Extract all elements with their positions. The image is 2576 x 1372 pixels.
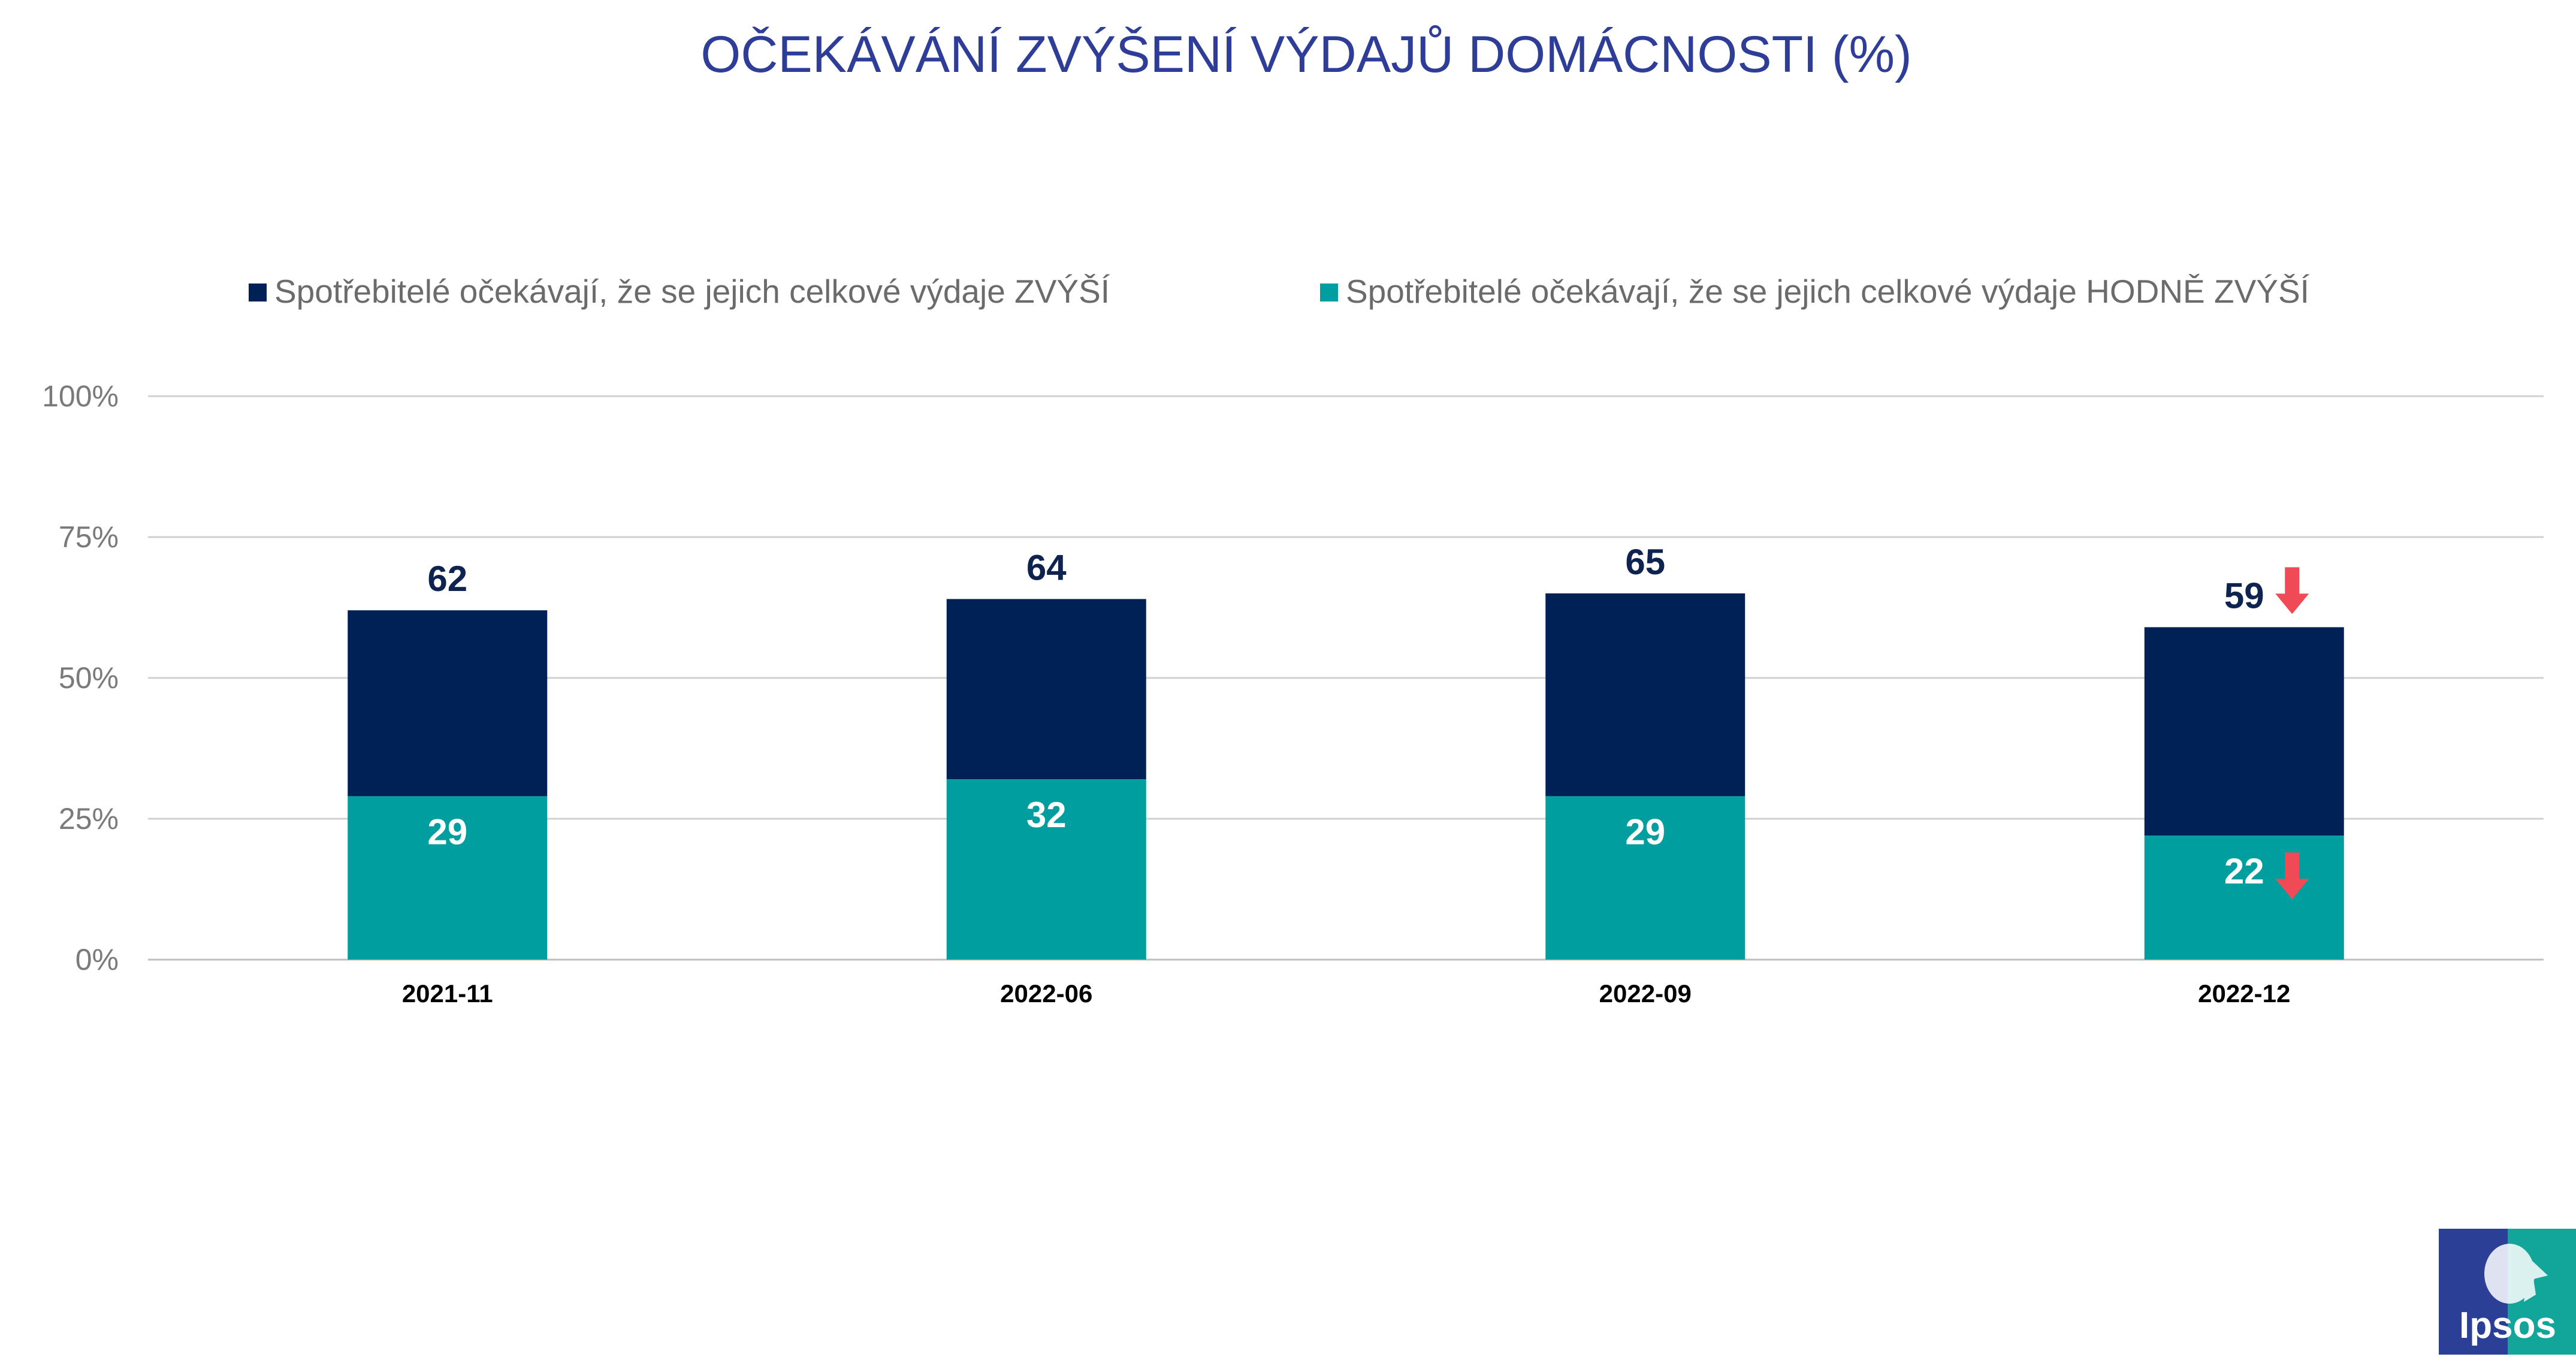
ipsos-logo: Ipsos [2439,1229,2576,1355]
data-labels: 62 29 64 32 65 29 59 22 [427,542,2264,891]
x-axis: 2021-11 2022-06 2022-09 2022-12 [402,979,2290,1008]
bar-hodne-zvysi-2022-12 [2144,836,2344,960]
legend-label-zvysi: Spotřebitelé očekávají, že se jejich cel… [274,273,1110,310]
bar-zvysi-2022-09 [1545,593,1745,797]
x-tick-label: 2021-11 [402,979,493,1008]
down-arrow-icon [2275,852,2309,900]
y-tick-label: 25% [59,802,119,836]
data-label-zvysi: 65 [1625,542,1665,582]
legend-label-hodne-zvysi: Spotřebitelé očekávají, že se jejich cel… [1346,273,2310,310]
logo-head-icon [2484,1244,2548,1304]
bar-hodne-zvysi-2021-11 [348,796,548,960]
bars [348,593,2344,960]
y-tick-label: 50% [59,661,119,695]
data-label-hodne-zvysi: 22 [2224,851,2264,891]
y-tick-label: 0% [76,943,119,976]
gridlines [148,395,2544,961]
bar-zvysi-2022-12 [2144,627,2344,836]
data-label-hodne-zvysi: 32 [1026,795,1067,835]
legend-swatch-hodne-zvysi [1320,284,1338,301]
bar-zvysi-2021-11 [348,610,548,797]
chart-title: OČEKÁVÁNÍ ZVÝŠENÍ VÝDAJŮ DOMÁCNOSTI (%) [700,25,1911,83]
data-label-zvysi: 62 [427,559,467,599]
bar-hodne-zvysi-2022-06 [946,779,1146,960]
down-arrow-icon [2275,567,2309,614]
data-label-zvysi: 64 [1026,547,1067,587]
x-tick-label: 2022-09 [1599,979,1692,1008]
legend: Spotřebitelé očekávají, že se jejich cel… [249,273,2310,310]
decline-markers [2275,567,2309,900]
y-axis: 0% 25% 50% 75% 100% [42,379,119,976]
x-tick-label: 2022-06 [1000,979,1092,1008]
data-label-zvysi: 59 [2224,575,2264,616]
data-label-hodne-zvysi: 29 [1625,812,1665,852]
logo-text: Ipsos [2459,1305,2556,1346]
data-label-hodne-zvysi: 29 [427,812,467,852]
x-tick-label: 2022-12 [2198,979,2290,1008]
legend-swatch-zvysi [249,284,267,301]
y-tick-label: 75% [59,520,119,554]
bar-zvysi-2022-06 [946,599,1146,780]
bar-hodne-zvysi-2022-09 [1545,796,1745,960]
y-tick-label: 100% [42,379,119,413]
